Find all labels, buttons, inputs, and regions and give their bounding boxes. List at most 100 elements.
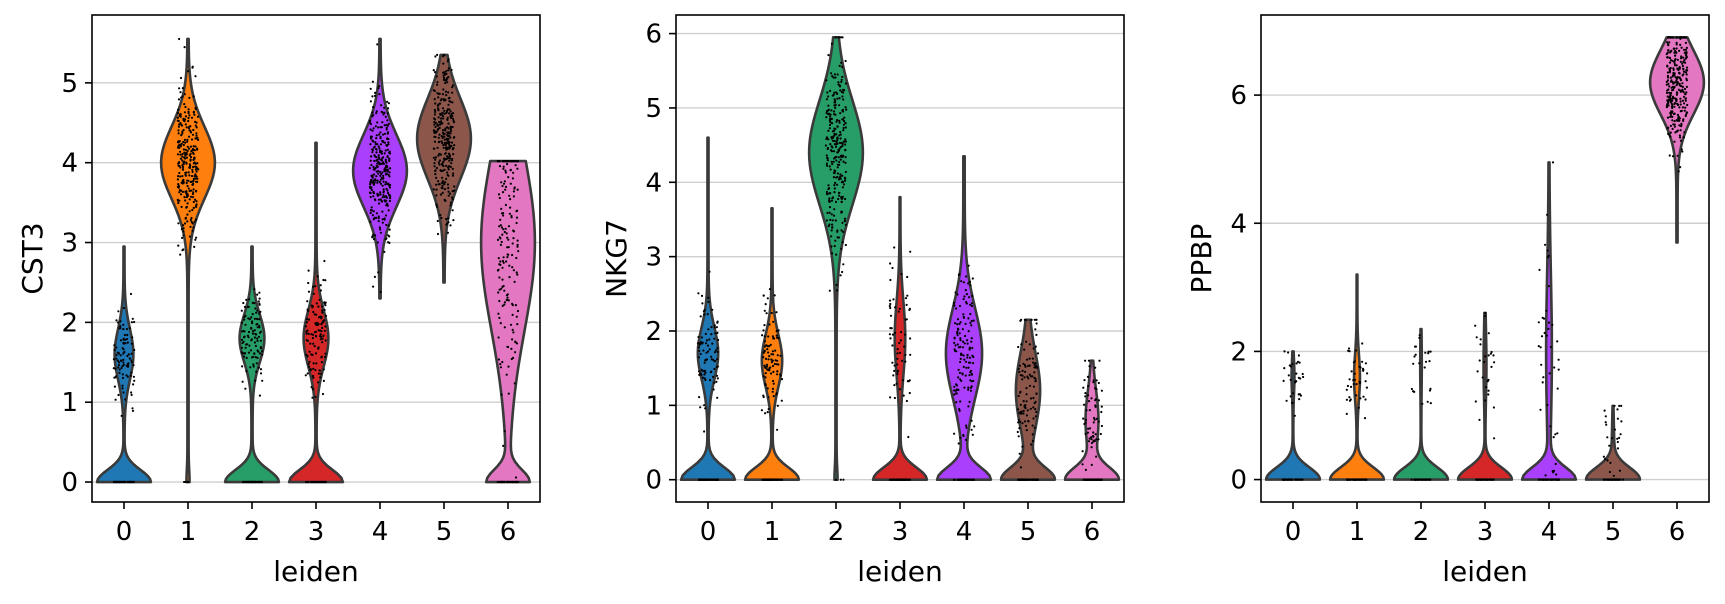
data-point bbox=[184, 115, 187, 118]
data-point bbox=[957, 442, 960, 445]
data-point bbox=[188, 235, 191, 238]
data-point bbox=[124, 398, 127, 401]
data-point bbox=[1680, 125, 1683, 128]
data-point bbox=[183, 118, 187, 121]
data-point bbox=[371, 129, 374, 132]
points-1 bbox=[176, 37, 200, 484]
data-point bbox=[245, 343, 248, 346]
data-point bbox=[249, 366, 252, 369]
data-point bbox=[1675, 80, 1678, 84]
data-point bbox=[501, 233, 504, 236]
data-point bbox=[967, 330, 970, 333]
violin-6 bbox=[479, 159, 537, 484]
data-point bbox=[193, 161, 196, 164]
data-point bbox=[1675, 43, 1678, 46]
y-tick-label: 1 bbox=[61, 388, 78, 418]
points-1 bbox=[1345, 342, 1369, 481]
data-point bbox=[970, 302, 974, 305]
data-point bbox=[387, 141, 390, 144]
data-point bbox=[247, 480, 250, 484]
x-tick-label: 4 bbox=[372, 517, 389, 547]
data-point bbox=[374, 234, 377, 237]
data-point bbox=[1539, 346, 1542, 349]
data-point bbox=[829, 113, 832, 116]
data-point bbox=[969, 303, 972, 306]
data-point bbox=[1348, 396, 1351, 399]
data-point bbox=[963, 342, 966, 345]
data-point bbox=[1023, 363, 1026, 367]
data-point bbox=[381, 218, 384, 221]
data-point bbox=[842, 123, 846, 126]
data-point bbox=[385, 237, 388, 240]
data-point bbox=[840, 229, 843, 232]
data-point bbox=[176, 119, 179, 122]
data-point bbox=[844, 138, 847, 141]
data-point bbox=[515, 315, 518, 318]
data-point bbox=[1671, 97, 1674, 100]
data-point bbox=[1603, 478, 1606, 481]
data-point bbox=[1679, 139, 1683, 142]
data-point bbox=[511, 356, 515, 359]
data-point bbox=[190, 116, 194, 119]
data-point bbox=[444, 152, 447, 155]
data-point bbox=[840, 181, 844, 184]
data-point bbox=[509, 323, 513, 326]
data-point bbox=[698, 370, 701, 373]
data-point bbox=[834, 181, 837, 184]
data-point bbox=[1675, 76, 1678, 79]
data-point bbox=[447, 157, 450, 160]
data-point bbox=[130, 391, 133, 394]
data-point bbox=[1299, 394, 1302, 397]
data-point bbox=[838, 119, 841, 123]
data-point bbox=[450, 141, 454, 144]
data-point bbox=[1487, 332, 1490, 335]
data-point bbox=[187, 116, 190, 120]
data-point bbox=[1679, 136, 1682, 139]
data-point bbox=[764, 372, 767, 375]
data-point bbox=[512, 331, 515, 334]
data-point bbox=[184, 123, 187, 126]
data-point bbox=[967, 405, 970, 408]
data-point bbox=[1090, 436, 1093, 439]
data-point bbox=[699, 342, 702, 345]
data-point bbox=[129, 480, 132, 484]
data-point bbox=[713, 359, 717, 363]
data-point bbox=[834, 219, 837, 222]
data-point bbox=[1364, 380, 1367, 383]
points-5 bbox=[1016, 318, 1040, 481]
data-point bbox=[373, 154, 376, 157]
data-point bbox=[961, 346, 965, 349]
violin-5 bbox=[1584, 404, 1642, 481]
data-point bbox=[893, 384, 896, 387]
data-point bbox=[498, 288, 501, 291]
data-point bbox=[255, 317, 258, 320]
data-point bbox=[369, 191, 372, 195]
data-point bbox=[1095, 379, 1098, 382]
data-point bbox=[449, 110, 452, 113]
data-point bbox=[833, 184, 836, 187]
data-point bbox=[256, 322, 259, 326]
data-point bbox=[183, 196, 186, 199]
data-point bbox=[1017, 435, 1020, 438]
data-point bbox=[382, 188, 385, 191]
data-point bbox=[1035, 322, 1038, 325]
data-point bbox=[179, 175, 182, 178]
data-point bbox=[386, 168, 390, 171]
data-point bbox=[516, 239, 519, 242]
data-point bbox=[1667, 132, 1670, 135]
data-point bbox=[1475, 478, 1478, 481]
data-point bbox=[379, 178, 382, 181]
data-point bbox=[250, 339, 253, 342]
data-point bbox=[1474, 400, 1477, 403]
data-point bbox=[194, 238, 197, 241]
data-point bbox=[955, 307, 958, 310]
data-point bbox=[389, 167, 392, 170]
data-point bbox=[1420, 478, 1423, 481]
data-point bbox=[1547, 285, 1550, 288]
data-point bbox=[181, 168, 184, 171]
data-point bbox=[319, 329, 322, 332]
data-point bbox=[435, 183, 438, 186]
data-point bbox=[387, 107, 390, 110]
data-point bbox=[311, 374, 314, 378]
data-point bbox=[375, 110, 378, 113]
